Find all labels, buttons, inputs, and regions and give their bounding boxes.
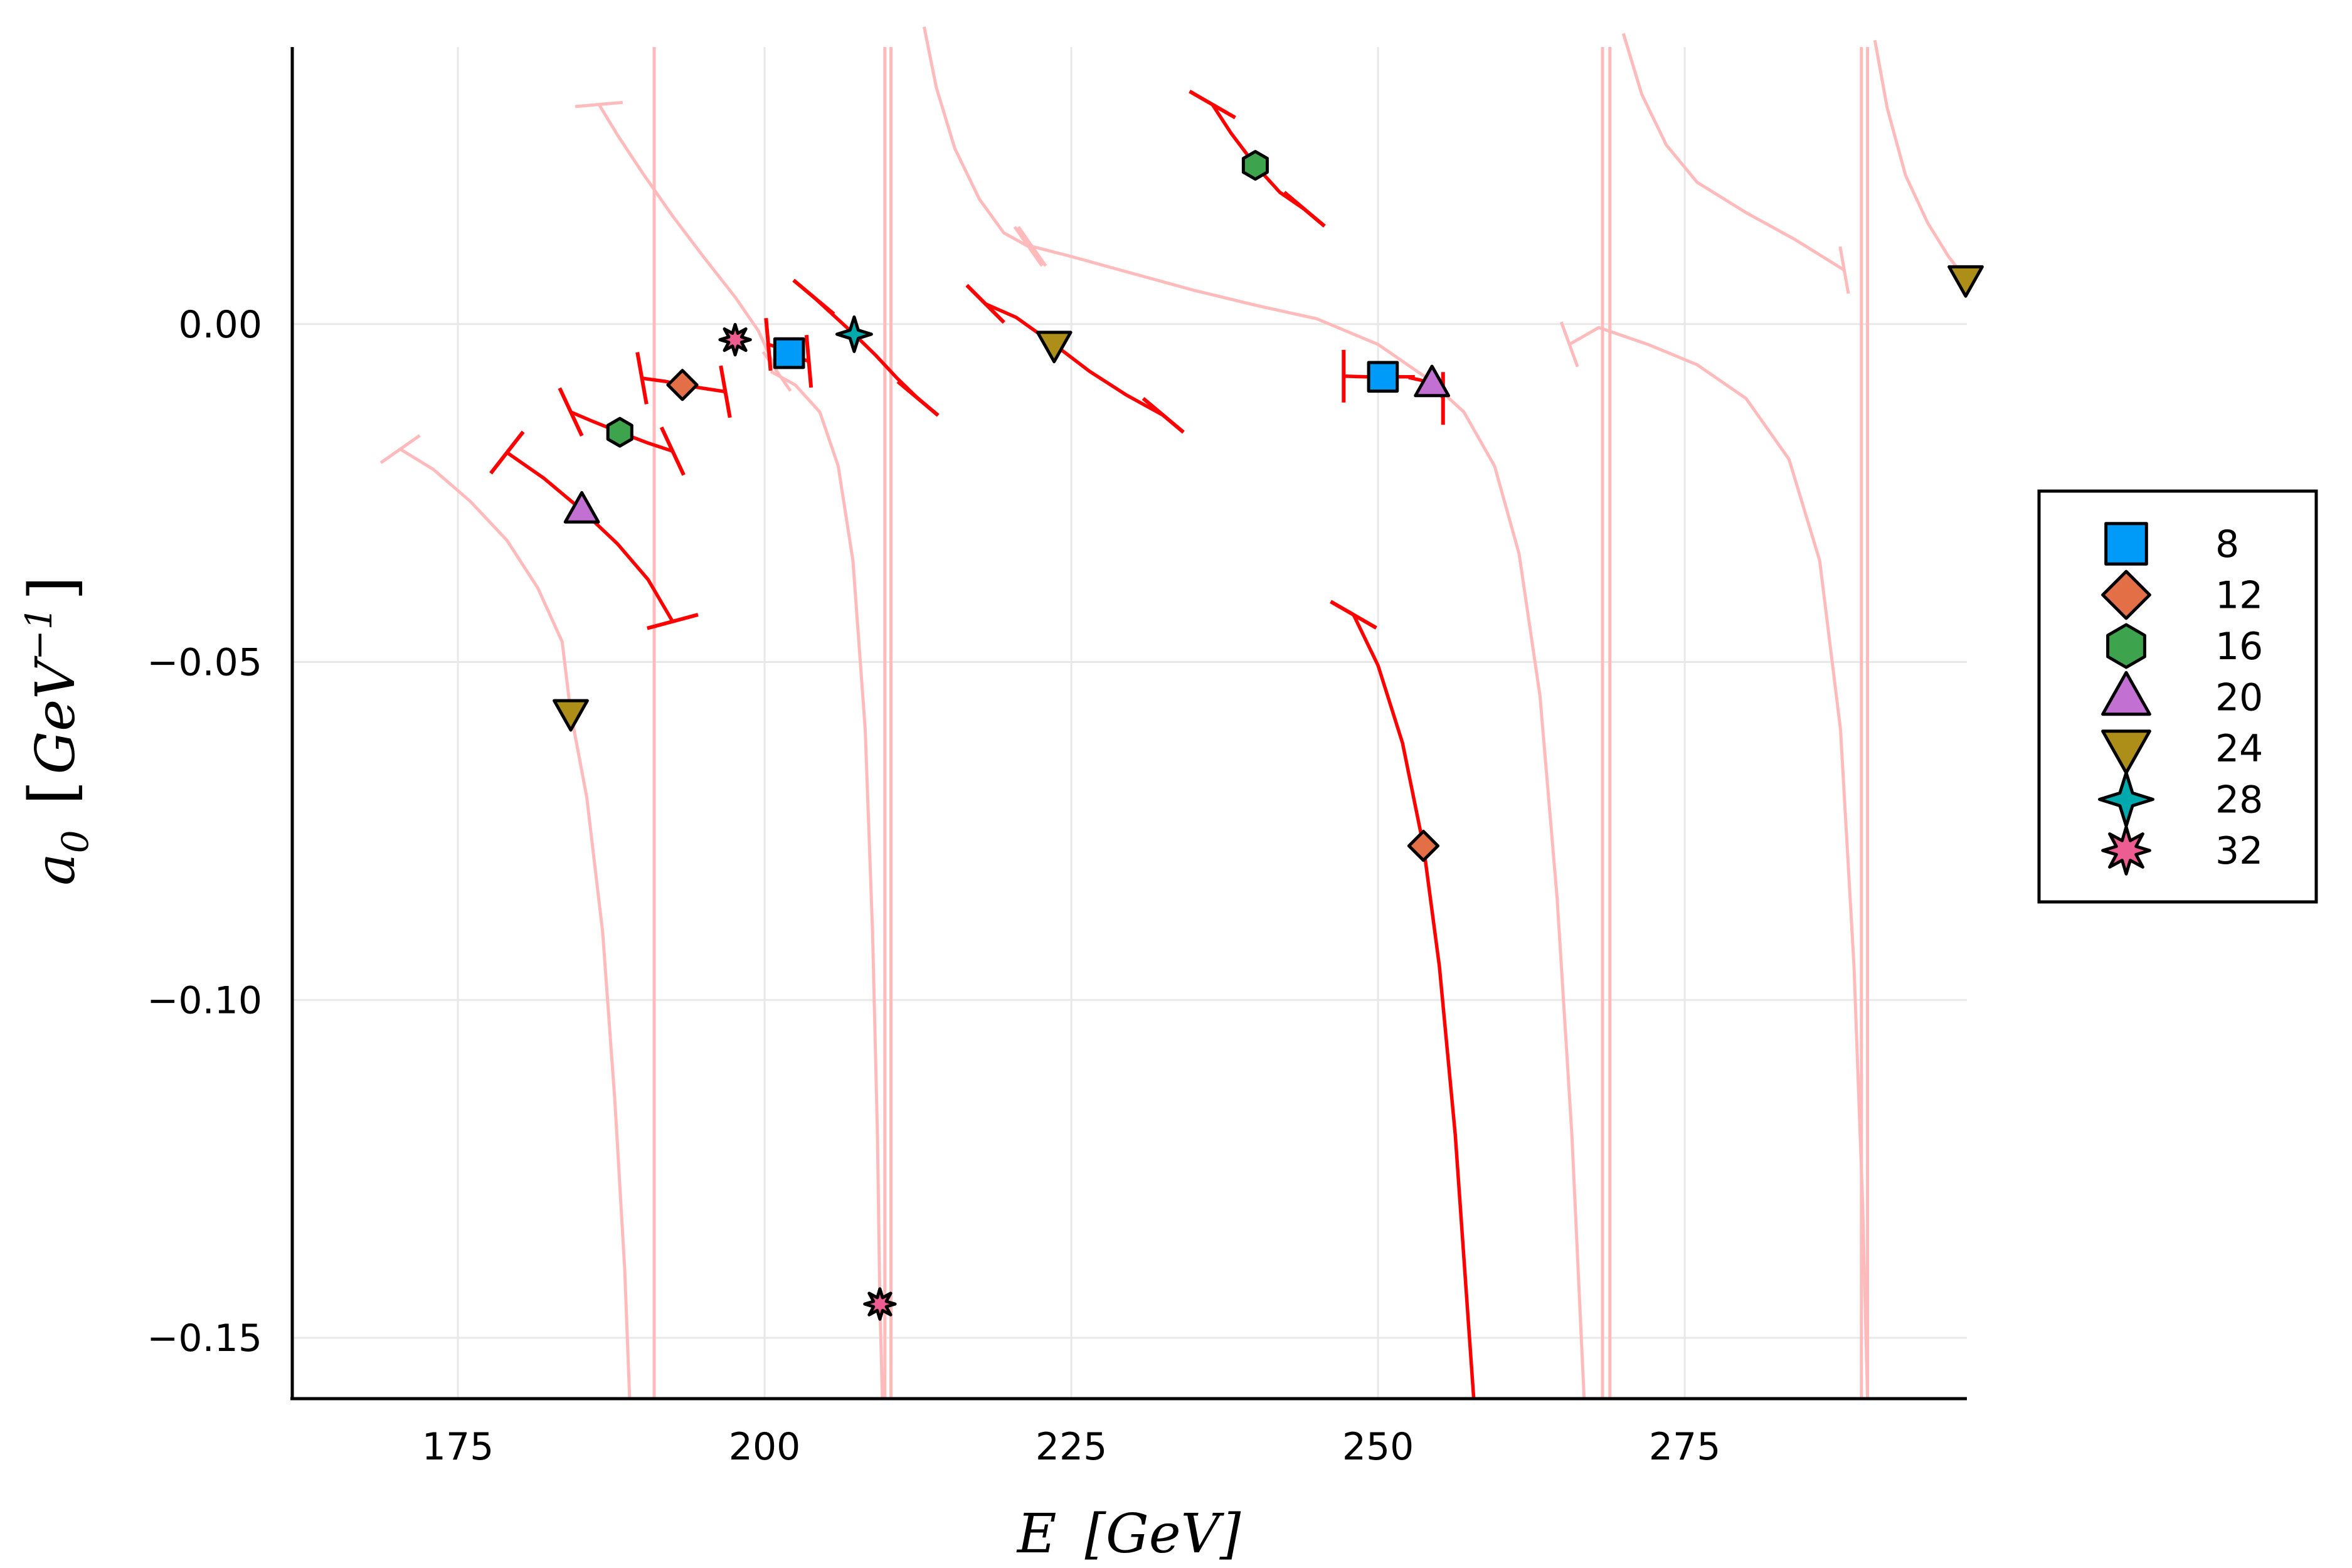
legend-marker-32 — [2101, 825, 2151, 876]
legend-label-8: 8 — [2215, 522, 2239, 566]
faint-error-cap — [1017, 226, 1047, 267]
x-axis-label: E [GeV] — [1016, 1503, 1241, 1565]
legend-marker-8 — [2104, 522, 2148, 566]
error-cap — [965, 283, 1005, 324]
legend-box — [2037, 489, 2318, 904]
error-cap — [558, 387, 584, 437]
marker-hexagon-16 — [606, 416, 633, 448]
error-cap — [1189, 89, 1236, 120]
error-cap — [764, 317, 773, 371]
faint-curve — [922, 26, 1029, 248]
error-cap — [896, 380, 940, 417]
faint-error-cap — [379, 434, 421, 464]
y-axis-symbol: a — [24, 853, 87, 885]
grid-lines — [292, 47, 1967, 1399]
x-tick-label: 275 — [1649, 1425, 1721, 1469]
error-cap — [719, 365, 732, 418]
marker-diamond-12 — [1407, 830, 1440, 862]
y-axis-unit: GeV — [24, 655, 87, 775]
y-axis-label: a0 [ GeV−1] — [16, 576, 97, 885]
error-cap — [1142, 396, 1185, 434]
error-curve — [506, 451, 674, 623]
error-curves — [489, 89, 1476, 1399]
legend-marker-12 — [2101, 569, 2151, 620]
x-axis-symbol: E — [1016, 1503, 1057, 1565]
error-cap — [804, 334, 813, 388]
marker-hexagon-16 — [1241, 150, 1269, 181]
legend-label-28: 28 — [2215, 778, 2263, 822]
marker-square-8 — [773, 337, 805, 369]
legend-label-32: 32 — [2215, 829, 2263, 873]
legend-marker-24 — [2101, 729, 2151, 775]
x-tick-label: 225 — [1036, 1425, 1108, 1469]
marker-star8-32 — [718, 322, 752, 357]
faint-curve — [1568, 326, 1870, 1399]
faint-curve — [770, 370, 884, 1399]
tick-labels: 175 200 225 250 275 0.00 −0.05 −0.10 −0.15 — [147, 303, 1720, 1469]
error-cap — [489, 430, 525, 475]
error-cap — [659, 426, 686, 476]
legend-marker-20 — [2101, 670, 2151, 716]
legend-label-24: 24 — [2215, 727, 2263, 771]
faint-curve — [1031, 245, 1586, 1399]
legend-entries: 8 12 16 20 24 28 32 — [2098, 522, 2263, 876]
marker-square-8 — [1367, 361, 1399, 393]
y-tick-label: 0.00 — [178, 303, 262, 347]
faint-error-cap — [1838, 246, 1850, 294]
legend-label-20: 20 — [2215, 676, 2263, 720]
marker-dtriangle-24 — [553, 699, 589, 732]
x-tick-label: 200 — [729, 1425, 801, 1469]
marker-star8-32 — [863, 1287, 897, 1321]
faint-error-cap — [1559, 321, 1579, 368]
marker-utriangle-20 — [563, 490, 600, 524]
y-axis-unit-open: [ — [16, 781, 89, 805]
y-tick-label: −0.15 — [147, 1316, 262, 1360]
data-markers — [553, 150, 1984, 1321]
faint-error-cap — [1013, 226, 1044, 267]
error-cap — [1283, 191, 1326, 228]
marker-dtriangle-24 — [1947, 265, 1984, 298]
x-tick-label: 175 — [422, 1425, 494, 1469]
marker-star4-28 — [835, 315, 873, 353]
error-curve — [985, 302, 1165, 417]
y-tick-label: −0.10 — [147, 978, 262, 1022]
faint-curve — [399, 447, 632, 1399]
y-axis-unit-close: ] — [16, 576, 89, 600]
legend-label-16: 16 — [2215, 625, 2263, 669]
faint-curve — [1621, 33, 1845, 272]
legend: 8 12 16 20 24 28 32 — [2037, 489, 2318, 904]
legend-marker-16 — [2106, 623, 2146, 669]
error-cap — [647, 613, 699, 630]
y-axis-superscript: −1 — [18, 607, 60, 660]
legend-label-12: 12 — [2215, 574, 2263, 618]
marker-diamond-12 — [666, 369, 699, 401]
marker-utriangle-20 — [1414, 364, 1451, 398]
error-curve — [1352, 613, 1476, 1399]
x-axis-unit: [GeV] — [1084, 1503, 1241, 1565]
faint-curves — [379, 26, 1967, 1399]
x-tick-label: 250 — [1342, 1425, 1414, 1469]
y-axis-subscript: 0 — [54, 830, 97, 854]
error-cap — [635, 352, 649, 405]
error-cap — [1330, 600, 1377, 630]
faint-error-cap — [575, 100, 623, 109]
faint-curve — [597, 103, 778, 373]
axes — [290, 47, 1967, 1401]
faint-curve — [1873, 40, 1967, 280]
marker-dtriangle-24 — [1036, 331, 1073, 364]
error-cap — [792, 278, 835, 315]
y-tick-label: −0.05 — [147, 641, 262, 685]
